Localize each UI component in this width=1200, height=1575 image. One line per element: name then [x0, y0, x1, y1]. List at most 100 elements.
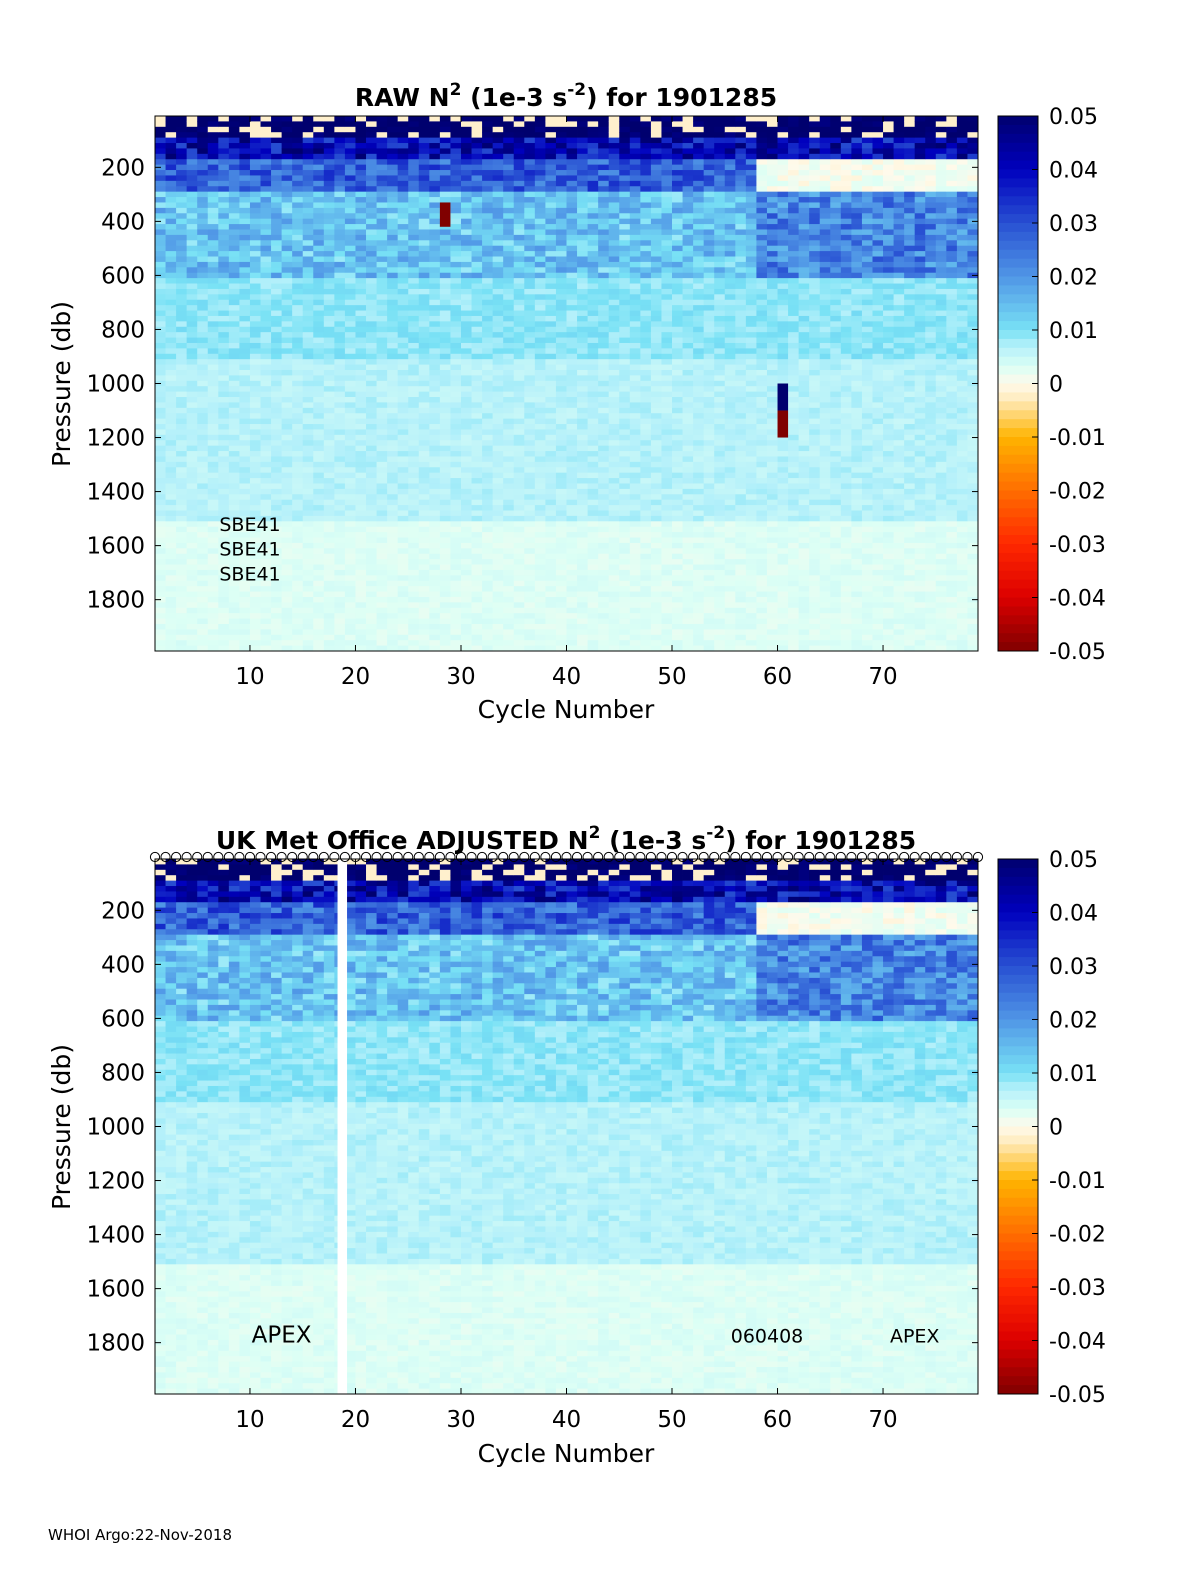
- heatmap-cell: [302, 251, 314, 257]
- heatmap-cell: [534, 186, 546, 193]
- heatmap-cell: [471, 186, 483, 193]
- heatmap-cell: [524, 359, 536, 365]
- heatmap-cell: [165, 391, 177, 398]
- heatmap-cell: [587, 251, 599, 257]
- heatmap-cell: [545, 126, 557, 133]
- heatmap-cell: [566, 478, 578, 484]
- heatmap-cell: [387, 229, 399, 236]
- heatmap-cell: [629, 191, 641, 198]
- heatmap-cell: [439, 494, 451, 501]
- heatmap-cell: [260, 278, 272, 284]
- heatmap-cell: [218, 445, 230, 452]
- heatmap-cell: [503, 537, 515, 544]
- heatmap-cell: [566, 407, 578, 414]
- heatmap-cell: [555, 315, 567, 322]
- heatmap-cell: [608, 256, 620, 263]
- heatmap-cell: [302, 153, 314, 160]
- heatmap-cell: [165, 440, 177, 447]
- heatmap-cell: [376, 337, 388, 344]
- heatmap-cell: [281, 407, 293, 414]
- heatmap-cell: [260, 380, 272, 387]
- heatmap-cell: [640, 580, 652, 587]
- heatmap-cell: [661, 451, 673, 457]
- heatmap-cell: [661, 278, 673, 284]
- heatmap-cell: [228, 359, 240, 365]
- heatmap-cell: [239, 359, 251, 365]
- heatmap-cell: [271, 553, 283, 560]
- heatmap-cell: [302, 456, 314, 463]
- heatmap-cell: [661, 515, 673, 522]
- heatmap-cell: [629, 429, 641, 436]
- heatmap-cell: [228, 596, 240, 603]
- heatmap-cell: [334, 564, 346, 571]
- heatmap-cell: [439, 175, 451, 182]
- heatmap-cell: [218, 494, 230, 501]
- heatmap-cell: [228, 353, 240, 360]
- heatmap-cell: [460, 391, 472, 398]
- heatmap-cell: [460, 461, 472, 468]
- heatmap-cell: [218, 315, 230, 322]
- heatmap-cell: [228, 234, 240, 241]
- heatmap-cell: [281, 175, 293, 182]
- heatmap-cell: [313, 132, 325, 139]
- heatmap-cell: [672, 548, 683, 555]
- heatmap-cell: [471, 180, 483, 187]
- heatmap-cell: [629, 132, 641, 139]
- heatmap-cell: [292, 580, 304, 587]
- heatmap-cell: [397, 159, 409, 166]
- heatmap-cell: [672, 418, 683, 425]
- heatmap-cell: [608, 559, 620, 565]
- heatmap-cell: [577, 197, 588, 203]
- heatmap-cell: [228, 499, 240, 506]
- heatmap-cell: [439, 467, 451, 474]
- heatmap-cell: [334, 505, 346, 511]
- heatmap-cell: [249, 575, 261, 582]
- heatmap-cell: [323, 515, 335, 522]
- heatmap-cell: [492, 288, 504, 295]
- heatmap-cell: [387, 591, 399, 598]
- heatmap-cell: [334, 569, 346, 576]
- heatmap-cell: [650, 456, 662, 463]
- heatmap-cell: [281, 342, 293, 349]
- heatmap-cell: [218, 305, 230, 311]
- heatmap-cell: [186, 542, 198, 549]
- heatmap-cell: [566, 375, 578, 382]
- heatmap-cell: [640, 342, 652, 349]
- heatmap-cell: [176, 580, 188, 587]
- heatmap-cell: [292, 218, 304, 225]
- heatmap-cell: [555, 472, 567, 479]
- heatmap-cell: [619, 251, 631, 257]
- heatmap-cell: [545, 337, 557, 344]
- heatmap-cell: [397, 505, 409, 511]
- heatmap-cell: [640, 553, 652, 560]
- heatmap-cell: [555, 613, 567, 619]
- heatmap-cell: [292, 229, 304, 236]
- heatmap-cell: [672, 207, 683, 214]
- heatmap-cell: [566, 569, 578, 576]
- heatmap-cell: [471, 434, 483, 441]
- heatmap-cell: [471, 224, 483, 230]
- heatmap-cell: [387, 234, 399, 241]
- heatmap-cell: [207, 218, 219, 225]
- heatmap-cell: [408, 310, 420, 317]
- heatmap-cell: [218, 505, 230, 511]
- heatmap-cell: [513, 397, 525, 403]
- heatmap-cell: [186, 191, 198, 198]
- heatmap-cell: [355, 159, 367, 166]
- heatmap-cell: [503, 472, 515, 479]
- heatmap-cell: [587, 234, 599, 241]
- heatmap-cell: [471, 213, 483, 220]
- heatmap-cell: [608, 305, 620, 311]
- heatmap-cell: [524, 191, 536, 198]
- heatmap-cell: [355, 326, 367, 333]
- heatmap-cell: [397, 369, 409, 376]
- heatmap-cell: [439, 559, 451, 565]
- heatmap-cell: [534, 278, 546, 284]
- heatmap-cell: [165, 510, 177, 517]
- heatmap-cell: [271, 402, 283, 409]
- heatmap-cell: [207, 386, 219, 392]
- heatmap-cell: [629, 483, 641, 490]
- heatmap-cell: [197, 548, 209, 555]
- heatmap-cell: [555, 294, 567, 301]
- heatmap-cell: [555, 618, 567, 625]
